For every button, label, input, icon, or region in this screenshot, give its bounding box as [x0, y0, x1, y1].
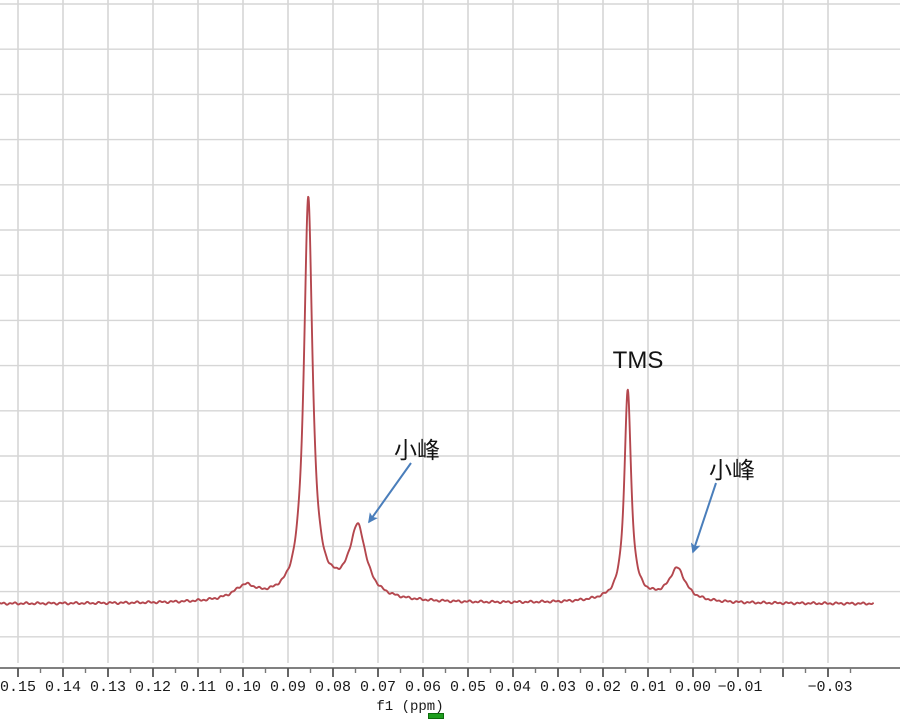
- spectrum-trace-layer: [0, 195, 874, 606]
- axis-tick-label: 0.00: [674, 679, 712, 696]
- axis-ticks: [0, 667, 900, 677]
- axis-tick-label: 0.08: [314, 679, 352, 696]
- tms-peak-label: TMS: [612, 347, 664, 374]
- grid-layer: [0, 0, 900, 663]
- plot-area: TMS 小峰 小峰: [0, 0, 900, 663]
- axis-tick-label: 0.04: [494, 679, 532, 696]
- axis-tick-label: 0.07: [359, 679, 397, 696]
- x-axis: f1 (ppm) 0.15 0.14 0.13 0.12 0.11 0.10 0.09 0.0…: [0, 663, 900, 721]
- axis-tick-label: 0.13: [89, 679, 127, 696]
- axis-tick-label: 0.11: [179, 679, 217, 696]
- axis-tick-label: 0.10: [224, 679, 262, 696]
- small-peak-label-right: 小峰: [709, 457, 755, 483]
- axis-tick-label: 0.03: [539, 679, 577, 696]
- axis-tick-label: −0.03: [807, 679, 853, 696]
- axis-tick-label: 0.06: [404, 679, 442, 696]
- axis-tick-label: −0.01: [717, 679, 763, 696]
- axis-tick-label: 0.09: [269, 679, 307, 696]
- axis-tick-label: 0.14: [44, 679, 82, 696]
- axis-tick-label: 0.02: [584, 679, 622, 696]
- axis-tick-label: 0.12: [134, 679, 172, 696]
- annotation-arrow-layer: [368, 462, 717, 554]
- small-peak-label-left: 小峰: [394, 437, 440, 463]
- axis-title: f1 (ppm): [376, 699, 444, 715]
- axis-tick-label: 0.05: [449, 679, 487, 696]
- green-cursor-marker[interactable]: [428, 713, 444, 719]
- axis-tick-label: 0.15: [0, 679, 37, 696]
- axis-tick-label: 0.01: [629, 679, 667, 696]
